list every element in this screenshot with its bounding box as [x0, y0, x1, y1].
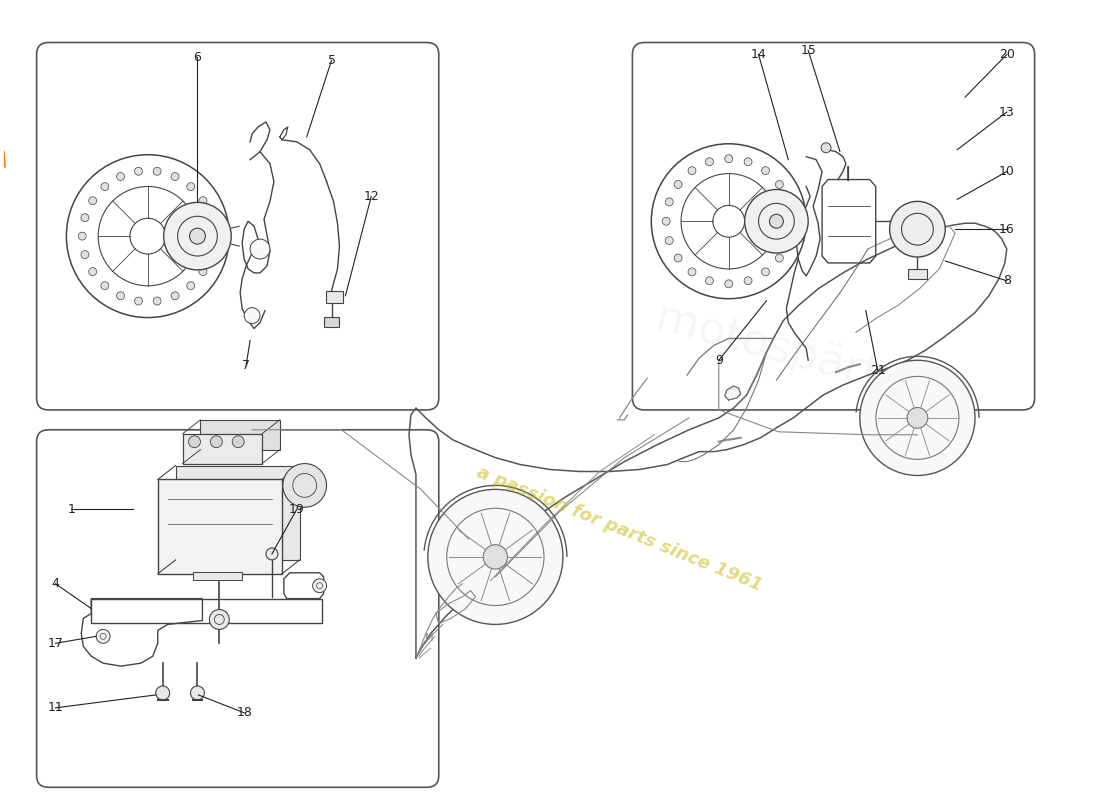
Bar	[176, 466, 300, 560]
Circle shape	[153, 297, 161, 305]
Circle shape	[860, 360, 975, 475]
Text: 17: 17	[47, 637, 64, 650]
Text: a passion for parts since 1961: a passion for parts since 1961	[474, 463, 764, 595]
Text: 7: 7	[242, 358, 250, 372]
Circle shape	[725, 280, 733, 288]
Circle shape	[250, 239, 270, 259]
Circle shape	[89, 268, 97, 275]
Circle shape	[232, 436, 244, 448]
Circle shape	[662, 218, 670, 226]
Circle shape	[172, 173, 179, 181]
Circle shape	[784, 237, 792, 245]
Text: motospärts: motospärts	[650, 297, 906, 404]
Circle shape	[207, 214, 215, 222]
Circle shape	[776, 254, 783, 262]
Bar	[323, 317, 340, 326]
Text: 15: 15	[801, 44, 816, 57]
Circle shape	[209, 610, 229, 630]
Circle shape	[266, 548, 278, 560]
Text: 1: 1	[67, 502, 75, 516]
Circle shape	[89, 197, 97, 205]
Circle shape	[890, 202, 945, 257]
Circle shape	[190, 686, 205, 700]
Circle shape	[96, 630, 110, 643]
Text: 9: 9	[715, 354, 723, 366]
Circle shape	[209, 232, 218, 240]
Circle shape	[788, 218, 795, 226]
Text: 20: 20	[999, 48, 1014, 61]
Circle shape	[283, 463, 327, 507]
Circle shape	[78, 232, 86, 240]
Text: 6: 6	[194, 51, 201, 64]
Circle shape	[761, 166, 770, 174]
Bar	[183, 434, 262, 463]
Circle shape	[156, 686, 169, 700]
Circle shape	[199, 268, 207, 275]
Circle shape	[134, 167, 143, 175]
Circle shape	[784, 198, 792, 206]
Circle shape	[761, 268, 770, 276]
Text: 18: 18	[236, 706, 252, 719]
Text: 8: 8	[1003, 274, 1011, 287]
Circle shape	[674, 254, 682, 262]
Circle shape	[770, 214, 783, 228]
Text: 5: 5	[328, 54, 336, 67]
Text: 14: 14	[750, 48, 767, 61]
Text: 4: 4	[52, 578, 59, 590]
Circle shape	[688, 268, 696, 276]
Text: 21: 21	[870, 364, 886, 377]
Text: 13: 13	[999, 106, 1014, 118]
Circle shape	[312, 578, 327, 593]
Circle shape	[705, 277, 714, 285]
Circle shape	[244, 308, 260, 323]
Circle shape	[666, 198, 673, 206]
Circle shape	[187, 282, 195, 290]
Circle shape	[188, 436, 200, 448]
Circle shape	[117, 173, 124, 181]
Circle shape	[101, 282, 109, 290]
Text: 11: 11	[47, 702, 64, 714]
Circle shape	[908, 407, 927, 428]
Circle shape	[776, 181, 783, 189]
Circle shape	[483, 545, 507, 569]
Text: 12: 12	[363, 190, 379, 203]
Circle shape	[210, 436, 222, 448]
Circle shape	[101, 182, 109, 190]
Circle shape	[172, 292, 179, 300]
Circle shape	[821, 142, 830, 153]
Bar	[908, 269, 927, 279]
Circle shape	[744, 158, 752, 166]
Circle shape	[81, 214, 89, 222]
Text: M: M	[425, 634, 433, 643]
Circle shape	[744, 277, 752, 285]
Text: 10: 10	[999, 165, 1014, 178]
Circle shape	[189, 228, 206, 244]
Text: 19: 19	[289, 502, 305, 516]
Circle shape	[666, 237, 673, 245]
Circle shape	[428, 490, 563, 625]
Circle shape	[725, 154, 733, 162]
Circle shape	[674, 181, 682, 189]
Bar	[192, 572, 242, 580]
Circle shape	[117, 292, 124, 300]
Bar	[326, 290, 343, 302]
Circle shape	[688, 166, 696, 174]
Circle shape	[164, 202, 231, 270]
Circle shape	[745, 190, 808, 253]
Circle shape	[153, 167, 161, 175]
Bar	[157, 479, 282, 574]
Text: 16: 16	[999, 222, 1014, 236]
Circle shape	[199, 197, 207, 205]
Circle shape	[207, 250, 215, 258]
Circle shape	[705, 158, 714, 166]
Circle shape	[81, 250, 89, 258]
Bar	[200, 420, 279, 450]
Polygon shape	[725, 386, 740, 400]
Circle shape	[187, 182, 195, 190]
Circle shape	[134, 297, 143, 305]
